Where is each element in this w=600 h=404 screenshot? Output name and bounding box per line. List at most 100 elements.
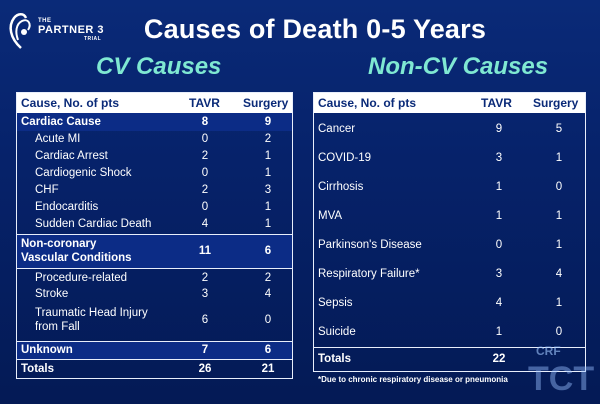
tavr-value: 0 xyxy=(201,167,209,179)
surgery-value: 2 xyxy=(264,133,272,145)
surgery-value: 4 xyxy=(264,288,272,300)
surgery-value: 5 xyxy=(555,123,563,135)
row-label: Cardiogenic Shock xyxy=(35,167,132,179)
row-label: Respiratory Failure* xyxy=(318,268,420,280)
table-row: Cardiogenic Shock 0 1 xyxy=(17,165,292,182)
table-row: Traumatic Head Injury from Fall 6 0 xyxy=(17,303,292,337)
row-label: Totals xyxy=(318,353,352,365)
table-row: Suicide 1 0 xyxy=(314,320,585,346)
row-label: Endocarditis xyxy=(35,201,99,213)
tavr-value: 3 xyxy=(201,288,209,300)
surgery-value: 21 xyxy=(261,363,275,375)
header-cause: Cause, No. of pts xyxy=(318,96,417,110)
footnote: *Due to chronic respiratory disease or p… xyxy=(318,375,508,384)
row-label: CHF xyxy=(35,184,59,196)
header-surgery: Surgery xyxy=(243,96,289,110)
heart-logo-icon xyxy=(9,13,31,49)
surgery-value: 1 xyxy=(264,218,272,230)
row-label: Procedure-related xyxy=(35,272,128,284)
surgery-value: 6 xyxy=(264,344,272,356)
table-header: Cause, No. of pts TAVR Surgery xyxy=(17,93,292,113)
row-label-line2: Vascular Conditions xyxy=(21,252,132,264)
table-row-unknown: Unknown 7 6 xyxy=(17,341,292,359)
table-row: Acute MI 0 2 xyxy=(17,131,292,148)
row-label: Suicide xyxy=(318,326,356,338)
row-label-line2: from Fall xyxy=(35,321,80,333)
table-row: Endocarditis 0 1 xyxy=(17,199,292,216)
surgery-value: 0 xyxy=(555,326,563,338)
header-surgery: Surgery xyxy=(533,96,579,110)
row-label: Cardiac Arrest xyxy=(35,150,108,162)
tavr-value: 1 xyxy=(495,326,503,338)
table-row: Sepsis 4 1 xyxy=(314,291,585,317)
table-row-totals: Totals 26 21 xyxy=(17,359,292,378)
tavr-value: 1 xyxy=(495,210,503,222)
surgery-value: 3 xyxy=(264,184,272,196)
surgery-value: 1 xyxy=(264,201,272,213)
row-label: Stroke xyxy=(35,288,69,300)
row-label: Unknown xyxy=(21,344,73,356)
row-label: Cardiac Cause xyxy=(21,116,101,128)
tavr-value: 11 xyxy=(198,245,212,257)
noncv-causes-table: Cause, No. of pts TAVR Surgery Cancer 9 … xyxy=(313,92,586,372)
logo-trial: TRIAL xyxy=(84,36,102,42)
table-row: Parkinson's Disease 0 1 xyxy=(314,233,585,259)
table-row: Sudden Cardiac Death 4 1 xyxy=(17,216,292,233)
surgery-value: 2 xyxy=(264,272,272,284)
surgery-value: 1 xyxy=(555,152,563,164)
table-row: COVID-19 3 1 xyxy=(314,146,585,172)
tavr-value: 3 xyxy=(495,152,503,164)
row-label: Cirrhosis xyxy=(318,181,364,193)
row-label: Sudden Cardiac Death xyxy=(35,218,152,230)
row-label: Cancer xyxy=(318,123,356,135)
cv-causes-subtitle: CV Causes xyxy=(96,53,222,80)
table-row-non-coronary: Non-coronary Vascular Conditions 11 6 xyxy=(17,234,292,268)
tavr-value: 22 xyxy=(492,353,506,365)
row-label: MVA xyxy=(318,210,343,222)
surgery-value: 4 xyxy=(555,268,563,280)
partner3-logo: THE PARTNER 3 TRIAL xyxy=(6,8,126,56)
table-row: CHF 2 3 xyxy=(17,182,292,199)
table-row-cardiac-cause: Cardiac Cause 8 9 xyxy=(17,113,292,131)
row-label: Sepsis xyxy=(318,297,353,309)
table-row: Respiratory Failure* 3 4 xyxy=(314,262,585,288)
tavr-value: 4 xyxy=(495,297,503,309)
surgery-value: 6 xyxy=(264,245,272,257)
logo-partner3: PARTNER 3 xyxy=(38,24,105,36)
tavr-value: 8 xyxy=(201,116,209,128)
header-tavr: TAVR xyxy=(481,96,512,110)
surgery-value: 1 xyxy=(555,297,563,309)
tct-watermark: CRF TCT xyxy=(522,344,596,400)
surgery-value: 0 xyxy=(264,314,272,326)
tct-label: TCT xyxy=(528,360,595,398)
tavr-value: 0 xyxy=(201,201,209,213)
crf-label: CRF xyxy=(536,344,561,358)
page-title: Causes of Death 0-5 Years xyxy=(143,14,487,44)
table-header: Cause, No. of pts TAVR Surgery xyxy=(314,93,585,113)
tavr-value: 2 xyxy=(201,150,209,162)
row-label-line1: Non-coronary xyxy=(21,238,97,250)
tavr-value: 9 xyxy=(495,123,503,135)
tavr-value: 2 xyxy=(201,272,209,284)
header-tavr: TAVR xyxy=(189,96,220,110)
table-row-totals: Totals 22 xyxy=(314,347,585,371)
row-label-line1: Traumatic Head Injury xyxy=(35,307,148,319)
header-cause: Cause, No. of pts xyxy=(21,96,120,110)
surgery-value: 1 xyxy=(555,210,563,222)
surgery-value: 1 xyxy=(264,150,272,162)
surgery-value: 1 xyxy=(264,167,272,179)
row-label: Parkinson's Disease xyxy=(318,239,422,251)
table-row: Cardiac Arrest 2 1 xyxy=(17,148,292,165)
tavr-value: 26 xyxy=(198,363,212,375)
logo-the: THE xyxy=(38,18,52,24)
surgery-value: 9 xyxy=(264,116,272,128)
tavr-value: 0 xyxy=(495,239,503,251)
row-label: Acute MI xyxy=(35,133,81,145)
table-row: Stroke 3 4 xyxy=(17,286,292,303)
surgery-value: 1 xyxy=(555,239,563,251)
table-row: Cirrhosis 1 0 xyxy=(314,175,585,201)
table-row: MVA 1 1 xyxy=(314,204,585,230)
row-label: COVID-19 xyxy=(318,152,372,164)
tavr-value: 7 xyxy=(201,344,209,356)
tavr-value: 1 xyxy=(495,181,503,193)
